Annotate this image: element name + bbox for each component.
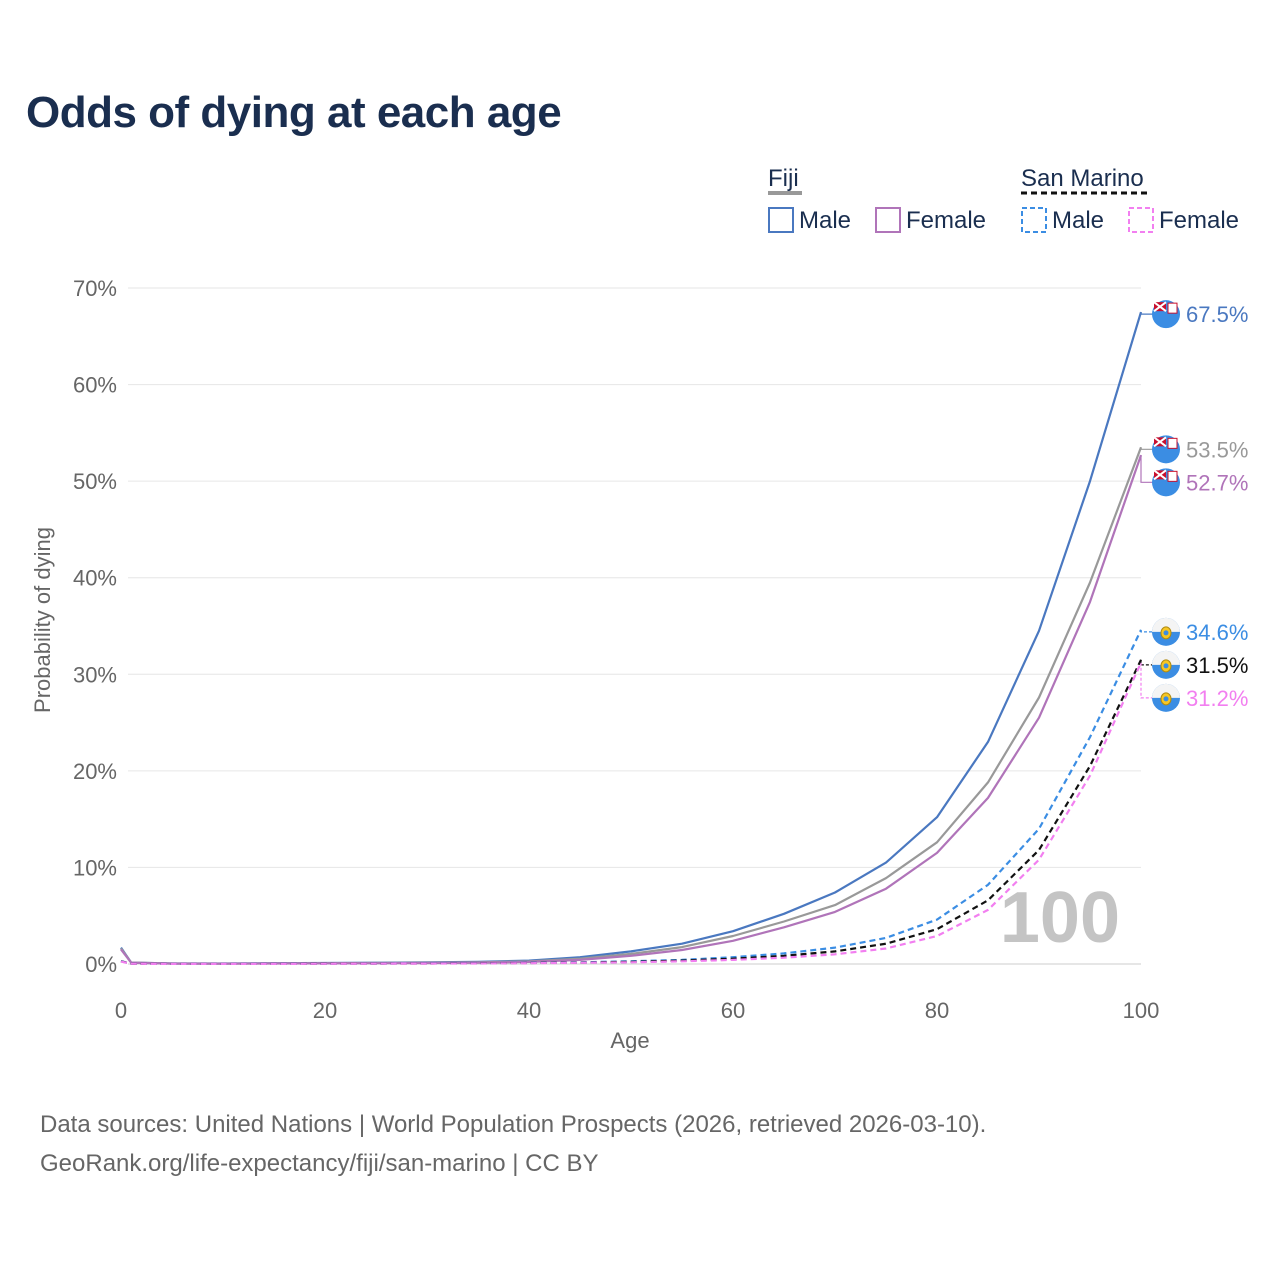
- flag-cross: [1153, 301, 1167, 312]
- legend-swatch: [768, 207, 794, 233]
- san-marino-flag-icon: [1152, 650, 1181, 679]
- end-value-label: 53.5%: [1186, 437, 1248, 462]
- end-label-connector: [1140, 659, 1153, 666]
- legend-group-fiji[interactable]: Fiji Male Female: [768, 165, 986, 234]
- series-line-fiji-female: [120, 454, 1143, 965]
- y-tick-label: 10%: [73, 855, 117, 880]
- fiji-flag-icon: [1152, 468, 1180, 497]
- end-value-label: 52.7%: [1186, 470, 1248, 495]
- x-tick-label: 20: [313, 998, 337, 1023]
- end-value-label: 34.6%: [1186, 620, 1248, 645]
- series-line-san-marino-both: [120, 659, 1142, 966]
- grid-lines: [128, 287, 1141, 965]
- legend-group-san-marino[interactable]: San Marino Male Female: [1021, 165, 1239, 234]
- y-tick-label: 50%: [73, 469, 117, 494]
- legend-swatch: [875, 207, 901, 233]
- flag-emblem-center: [1163, 630, 1169, 636]
- series-lines: [120, 311, 1143, 966]
- end-value-label: 31.5%: [1186, 653, 1248, 678]
- legend-item-fiji-male[interactable]: Male: [768, 207, 851, 234]
- legend-group-title: Fiji: [768, 165, 799, 192]
- y-tick-label: 30%: [73, 662, 117, 687]
- legend-label: Female: [1159, 207, 1239, 234]
- flag-shield: [1167, 302, 1178, 314]
- x-tick-label: 40: [517, 998, 541, 1023]
- x-tick-label: 80: [925, 998, 949, 1023]
- data-source-note: Data sources: United Nations | World Pop…: [40, 1111, 987, 1138]
- end-value-label: 67.5%: [1186, 302, 1248, 327]
- chart-title: Odds of dying at each age: [26, 88, 562, 137]
- flag-emblem-center: [1163, 696, 1169, 702]
- fiji-flag-icon: [1152, 300, 1180, 329]
- y-tick-label: 60%: [73, 373, 117, 398]
- x-tick-label: 60: [721, 998, 745, 1023]
- series-line-san-marino-female: [120, 662, 1143, 966]
- series-line-fiji-both: [120, 446, 1143, 965]
- legend-item-san-marino-female[interactable]: Female: [1128, 207, 1239, 234]
- flag-shield: [1167, 470, 1178, 482]
- legend-label: Female: [906, 207, 986, 234]
- legend-item-fiji-female[interactable]: Female: [875, 207, 986, 234]
- end-label-connector: [1140, 662, 1153, 699]
- end-value-label: 31.2%: [1186, 686, 1248, 711]
- legend-label: Male: [799, 207, 851, 234]
- flag-top-band: [1152, 683, 1181, 698]
- legend: Fiji Male Female San Marino Male Female: [768, 165, 1239, 234]
- flag-emblem-center: [1163, 663, 1169, 669]
- source-link[interactable]: GeoRank.org/life-expectancy/fiji/san-mar…: [40, 1150, 599, 1177]
- y-axis: 0% 10% 20% 30% 40% 50% 60% 70%: [73, 276, 117, 977]
- year-watermark: 100: [1000, 878, 1120, 958]
- san-marino-flag-icon: [1152, 617, 1181, 646]
- flag-cross: [1153, 436, 1167, 448]
- x-tick-label: 100: [1123, 998, 1160, 1023]
- chart-area: 0% 10% 20% 30% 40% 50% 60% 70% 0 20 40 60 80 100 100…: [30, 165, 1248, 1053]
- footer: Data sources: United Nations | World Pop…: [40, 1105, 986, 1183]
- end-label-connector: [1140, 455, 1153, 483]
- legend-swatch: [1128, 207, 1154, 233]
- end-label-connector: [1140, 629, 1153, 633]
- legend-swatch: [1021, 207, 1047, 233]
- legend-group-title: San Marino: [1021, 165, 1144, 192]
- legend-item-san-marino-male[interactable]: Male: [1021, 207, 1104, 234]
- y-tick-label: 0%: [85, 952, 117, 977]
- fiji-flag-icon: [1152, 435, 1180, 464]
- x-axis-title: Age: [610, 1028, 649, 1053]
- san-marino-flag-icon: [1152, 683, 1181, 712]
- end-label-connector: [1140, 447, 1153, 450]
- y-axis-title: Probability of dying: [30, 527, 55, 713]
- flag-top-band: [1152, 617, 1181, 632]
- x-tick-label: 0: [115, 998, 127, 1023]
- legend-label: Male: [1052, 207, 1104, 234]
- flag-top-band: [1152, 650, 1181, 665]
- series-line-fiji-male: [120, 311, 1143, 965]
- y-tick-label: 70%: [73, 276, 117, 301]
- y-tick-label: 40%: [73, 566, 117, 591]
- x-axis: 0 20 40 60 80 100: [115, 998, 1159, 1023]
- end-labels: 67.5% 53.5% 52.7% 34.6% 31.5% 31.2%: [1140, 300, 1248, 712]
- flag-cross: [1153, 469, 1167, 481]
- end-label-connector: [1140, 312, 1153, 315]
- flag-shield: [1167, 437, 1178, 449]
- y-tick-label: 20%: [73, 759, 117, 784]
